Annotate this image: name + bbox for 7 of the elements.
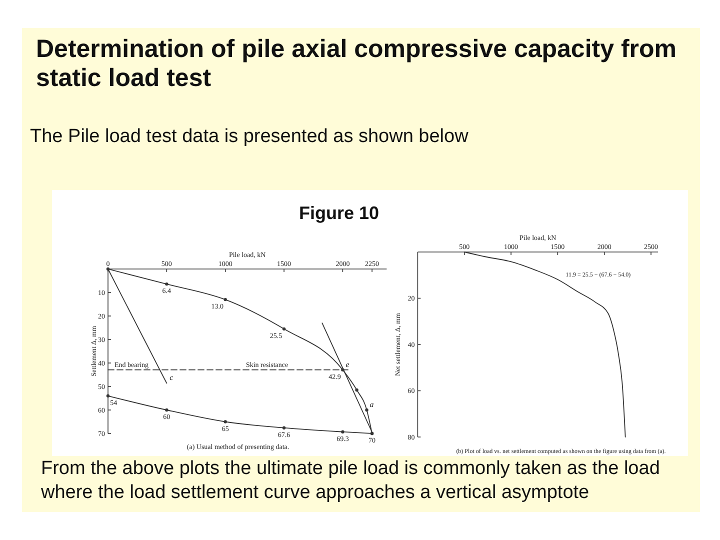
annotation: e: [346, 360, 350, 369]
chart-title: Determination of pile axial compressive capacity from static load test: [36, 35, 678, 93]
chart-subtitle: The Pile load test data is presented as shown below: [30, 125, 470, 149]
annotation: c: [170, 373, 174, 382]
caption: Figure 10: [298, 203, 380, 223]
annotation: a: [370, 400, 374, 409]
text: From the above plots the ultimate pile load is commonly taken as the load where the load settlement curve approaches a vertical asymptote: [41, 457, 661, 505]
